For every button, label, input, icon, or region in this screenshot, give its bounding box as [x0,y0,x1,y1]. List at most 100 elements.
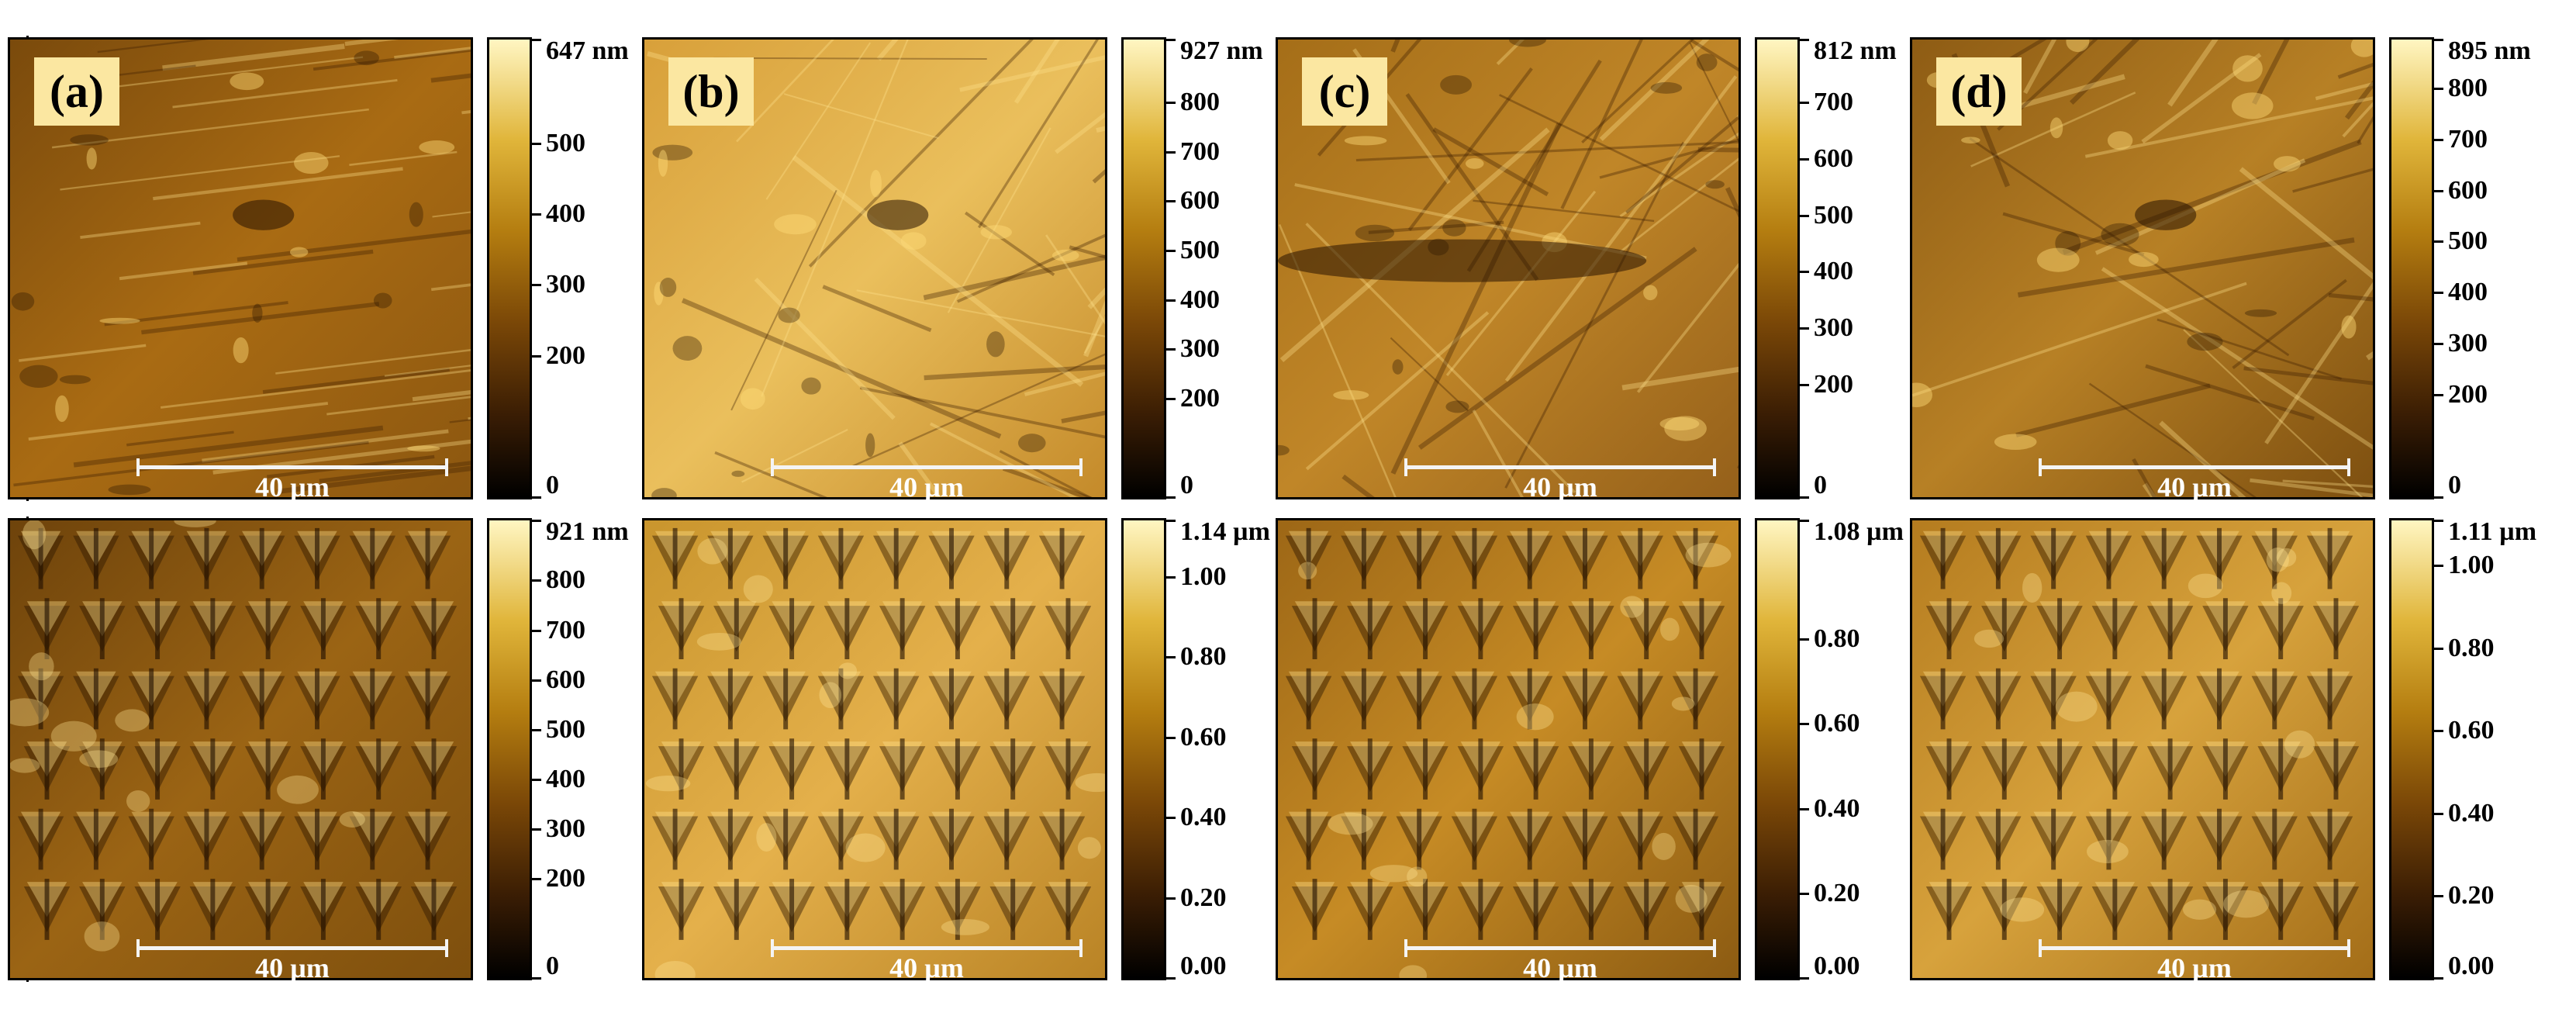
surface-depression [867,199,929,230]
colorbar-tick-label: 0 [1814,471,1827,499]
surface-depression [233,199,295,230]
colorbar-tick [1166,977,1176,980]
colorbar-tick [2434,894,2443,897]
surface-feature [70,134,109,146]
surface-streak [2084,96,2373,158]
colorbar-tick [532,679,541,682]
colorbar-tick [1800,892,1809,895]
surface-feature [2232,55,2263,82]
surface-streak [1407,67,1533,231]
colorbar-tick-label: 1.11 µm [2448,517,2537,546]
surface-streak [2159,420,2246,497]
colorbar-tick-label: 200 [1814,369,1853,399]
colorbar-tick-label: 300 [2448,329,2488,358]
surface-streak [2232,278,2347,369]
colorbar-tick-label: 300 [546,270,585,299]
colorbar-tick-label: 1.08 µm [1814,517,1904,546]
surface-feature [1442,219,1466,237]
colorbar-tick-label: 0.00 [1180,952,1227,980]
colorbar-tick [1166,101,1176,104]
surface-streak [2156,318,2342,380]
colorbar-tick [2434,87,2443,90]
surface-streak [237,229,471,262]
colorbar-tick [2434,977,2443,980]
surface-feature [233,337,249,364]
colorbar-tick [532,828,541,831]
surface-streak [202,429,449,463]
surface-streak [2167,40,2219,107]
colorbar-tick-label: 700 [1180,137,1220,166]
surface-feature [407,445,440,452]
colorbar-tick-label: 600 [2448,175,2488,205]
scale-bar-label: 40 µm [889,472,964,503]
scale-bar [1404,458,1716,476]
surface-feature [1344,136,1387,146]
surface-streak [2070,40,2140,105]
colorbar-tick [2434,520,2443,522]
surface-feature [1440,74,1473,95]
colorbar-tick [2434,565,2443,568]
surface-feature [1407,866,1428,887]
colorbar-tick [1166,200,1176,203]
colorbar-tick [1166,347,1176,351]
colorbar-tick-label: 800 [1180,87,1220,116]
surface-streak [1342,474,1375,497]
surface-streak [1599,40,1710,141]
surface-streak [2145,364,2315,420]
surface-feature [2049,117,2063,139]
surface-feature [1516,703,1554,731]
surface-feature [230,72,264,91]
colorbar-tick [1166,249,1176,252]
surface-feature [1509,40,1546,47]
surface-streak [349,150,458,166]
surface-streak [923,254,1105,301]
surface-streak [2094,158,2306,255]
scale-bar-label: 40 µm [1523,952,1597,983]
surface-feature [2188,573,2223,599]
surface-feature [1994,434,2037,451]
surface-feature [10,758,40,773]
surface-streak [2264,282,2373,444]
colorbar-tick-label: 812 nm [1814,36,1897,65]
surface-streak [1055,112,1105,154]
surface-streak [1581,40,1694,143]
surface-streak [19,344,147,362]
afm-height-map [8,518,473,980]
surface-streak [1061,410,1105,423]
surface-feature [126,790,150,812]
surface-streak [1045,234,1105,325]
colorbar-tick-label: 600 [1180,186,1220,216]
colorbar-tick [2434,647,2443,650]
colorbar-tick [1800,520,1809,522]
colorbar-tick [1166,575,1176,579]
colorbar-tick [532,520,541,522]
surface-streak [1368,220,1504,234]
surface-feature [740,388,765,410]
colorbar-tick [1800,977,1809,980]
surface-streak [153,167,403,201]
height-colorbar [2389,37,2434,499]
colorbar-tick [1166,816,1176,819]
colorbar-tick [1166,39,1176,41]
scale-bar [2039,939,2350,957]
colorbar-tick-label: 0.00 [1814,952,1860,980]
surface-streak [956,233,1105,303]
colorbar-tick-label: 0.80 [1814,624,1860,653]
afm-height-map [1276,518,1741,980]
surface-feature [2129,252,2159,268]
surface-streak [965,211,1055,276]
surface-feature [819,682,842,709]
colorbar-tick [532,629,541,632]
surface-streak [412,390,471,402]
surface-feature [1369,865,1418,883]
afm-panel: (b) 40 µm 927 nm 800 700 600 500 400 300 200 0 [642,36,1314,517]
colorbar-tick [532,977,541,980]
surface-streak [1445,190,1597,376]
surface-streak [783,93,939,140]
surface-feature [2244,309,2277,317]
colorbar-tick-label: 647 nm [546,36,629,65]
surface-streak [2239,167,2373,280]
surface-streak [1278,224,1397,497]
surface-background [10,520,471,978]
